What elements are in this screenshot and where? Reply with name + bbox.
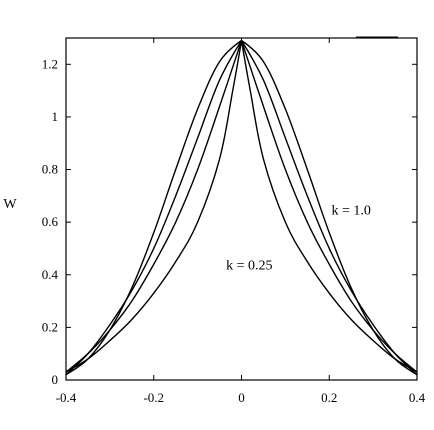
y-tick-label: 0.2 [42,319,58,334]
y-tick-label: 1 [52,109,59,124]
labels: -0.4 -0.2 0 0.2 0.4 0 0.2 0.4 0.6 0.8 1 1.2 k = 1.0 k… [42,56,426,405]
y-tick-label: 0.6 [42,214,59,229]
x-tick-label: -0.4 [56,390,77,405]
annotation-1: k = 1.0 [331,203,370,218]
ticks [65,38,418,381]
annotation-2: k = 0.25 [226,259,272,274]
y-tick-label: 0.4 [42,267,59,282]
y-tick-label: 0.8 [42,162,58,177]
curves [65,38,418,376]
series-line-4 [65,39,418,376]
y-tick-label: 0 [52,372,59,387]
x-tick-label: 0.4 [409,390,426,405]
x-tick-label: -0.2 [143,390,164,405]
y-tick-label: 1.2 [42,56,58,71]
x-tick-label: 0.2 [321,390,337,405]
x-tick-label: 0 [238,390,245,405]
y-axis-label: W [3,197,17,212]
